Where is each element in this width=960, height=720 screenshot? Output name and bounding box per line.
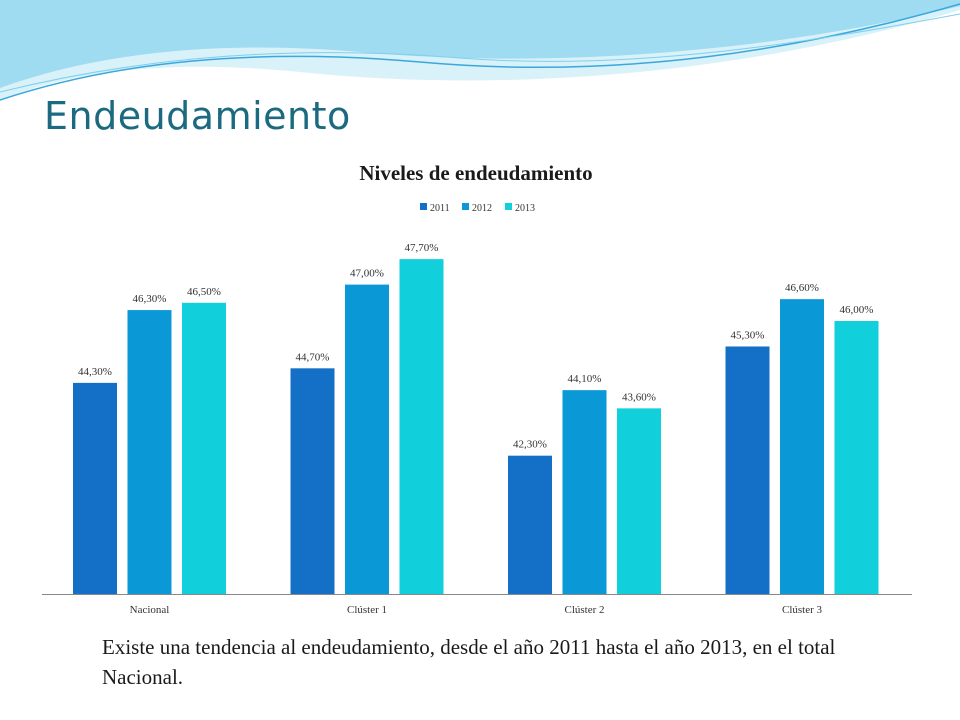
data-label-4-2012: 46,60% [785,282,819,294]
x-tick-label-1: Nacional [130,604,170,616]
data-label-1-2011: 44,30% [78,366,112,378]
slide-caption: Existe una tendencia al endeudamiento, d… [102,635,836,689]
data-label-4-2013: 46,00% [840,304,874,316]
data-label-2-2013: 47,70% [405,242,439,254]
bar-4-2012 [780,299,824,594]
data-label-3-2013: 43,60% [622,391,656,403]
x-tick-label-4: Clúster 3 [782,604,823,616]
wave-mid [0,0,960,88]
data-label-2-2011: 44,70% [296,351,330,363]
data-label-1-2013: 46,50% [187,286,221,298]
bar-chart: Niveles de endeudamiento 2011 2012 2013 44,3… [42,161,912,616]
bar-1-2013 [182,302,226,594]
bar-3-2012 [562,390,607,594]
legend-swatch-2013 [505,203,512,210]
chart-title: Niveles de endeudamiento [359,161,592,185]
x-tick-label-2: Clúster 1 [347,604,387,616]
bar-2-2012 [345,284,389,594]
bar-2-2011 [290,368,335,594]
wave-accent [0,3,960,101]
bar-3-2013 [617,408,661,594]
data-label-3-2011: 42,30% [513,439,547,451]
legend-swatch-2011 [420,203,427,210]
x-tick-label-3: Clúster 2 [564,604,604,616]
bar-1-2012 [127,310,172,594]
bar-3-2011 [508,455,552,594]
decorative-wave [0,0,960,101]
legend-label-2012: 2012 [472,203,492,214]
data-label-2-2012: 47,00% [350,268,384,280]
wave-accent-2 [0,13,960,93]
data-label-3-2012: 44,10% [568,373,602,385]
bar-4-2013 [834,321,879,594]
bar-2-2013 [399,259,444,594]
legend-swatch-2012 [462,203,469,210]
bar-1-2011 [73,382,117,594]
legend-label-2011: 2011 [430,203,450,214]
slide-title: Endeudamiento [44,94,351,138]
bar-4-2011 [725,346,770,594]
data-label-1-2012: 46,30% [133,293,167,305]
legend-label-2013: 2013 [515,203,535,214]
data-label-4-2011: 45,30% [731,329,765,341]
